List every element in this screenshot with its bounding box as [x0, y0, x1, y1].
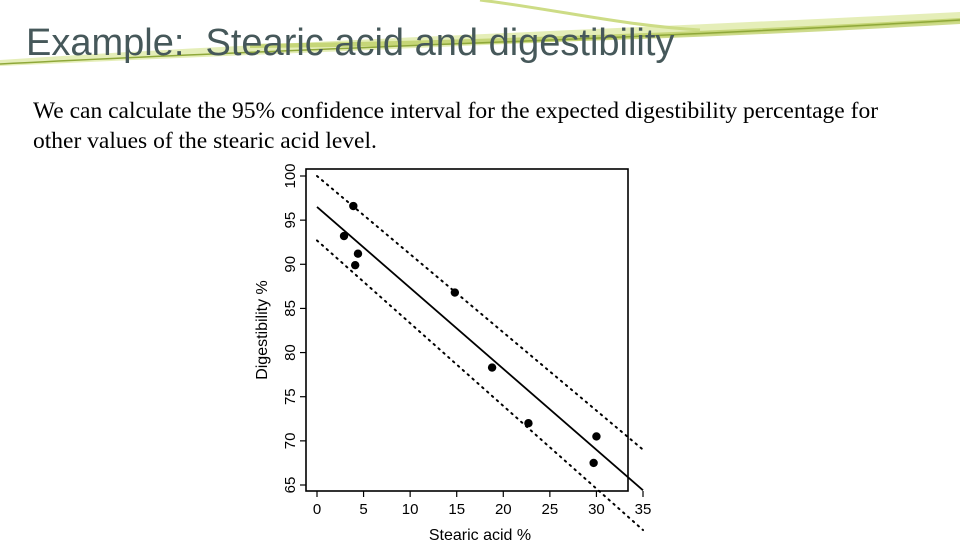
y-tick-label: 85 [282, 300, 299, 317]
data-point [589, 458, 598, 468]
data-point [524, 419, 533, 428]
data-point [592, 432, 601, 441]
y-tick-label: 90 [282, 256, 299, 273]
x-tick-label: 20 [495, 501, 512, 518]
y-tick-label: 65 [282, 477, 299, 494]
title-swoosh-decoration [0, 0, 960, 66]
x-tick-label: 0 [313, 501, 321, 518]
data-point [350, 260, 360, 270]
y-tick-label: 75 [282, 388, 299, 405]
data-point [487, 363, 497, 372]
y-axis-title: Digestibility % [254, 280, 271, 380]
y-tick-label: 95 [282, 212, 299, 229]
data-point [450, 288, 460, 297]
confidence-band-lower [316, 239, 644, 532]
scatter-chart: 0 5 10 15 20 25 30 35 65 70 75 80 85 90 95 100 Stearic … [254, 163, 651, 540]
x-tick-label: 30 [588, 501, 605, 518]
plot-frame [305, 168, 629, 492]
confidence-band-lines [316, 175, 644, 532]
slide-title: Example: Stearic acid and digestibility [26, 22, 675, 64]
data-points [339, 201, 601, 468]
x-tick-label: 15 [448, 501, 465, 518]
fit-line-group [316, 206, 644, 491]
fit-line [316, 206, 644, 491]
axis-ticks: 0 5 10 15 20 25 30 35 65 70 75 80 85 90 95 100 [282, 163, 651, 518]
x-tick-label: 10 [402, 501, 419, 518]
swoosh-line-dark [0, 19, 960, 65]
x-axis-title: Stearic acid % [429, 527, 531, 540]
x-tick-label: 35 [635, 501, 652, 518]
y-tick-label: 100 [282, 163, 299, 188]
data-point [339, 231, 349, 241]
swoosh-arc-top [479, 0, 701, 32]
slide-body-text: We can calculate the 95% confidence inte… [33, 98, 879, 154]
x-tick-label: 5 [359, 501, 367, 518]
y-tick-label: 80 [282, 344, 299, 361]
y-tick-label: 70 [282, 433, 299, 450]
data-point [353, 249, 363, 258]
x-tick-label: 25 [542, 501, 559, 518]
data-point [349, 201, 358, 211]
swoosh-band-mid [250, 18, 960, 48]
confidence-band-upper [316, 175, 644, 451]
